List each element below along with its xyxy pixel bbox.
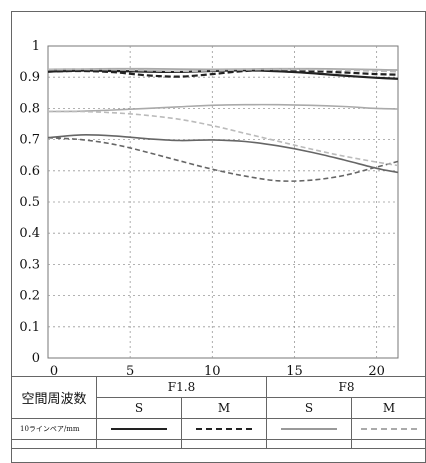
y-tick-label: 1 (32, 39, 40, 54)
y-tick-label: 0.7 (19, 133, 40, 148)
freq-m-f8: M (351, 397, 426, 419)
freq-m-f18: M (180, 397, 268, 419)
lens-f8-header: F8 (266, 376, 426, 398)
lens-f18-header: F1.8 (95, 376, 268, 398)
y-tick-label: 0.5 (19, 195, 40, 210)
series-line-F18-m-3 (47, 136, 399, 182)
x-tick-label: 10 (204, 364, 221, 379)
y-tick-label: 0.4 (19, 226, 40, 241)
plot-area: 00.10.20.30.40.50.60.70.80.910 5 10 15 20 (19, 39, 399, 379)
series-line-F18-s-2 (47, 134, 399, 174)
y-tick-label: 0 (32, 351, 40, 366)
series-line-F8-m-5 (47, 68, 399, 73)
freq-s-f8: S (266, 397, 353, 419)
y-tick-label: 0.3 (19, 257, 40, 272)
row-label: 10ラインペア/mm (11, 418, 97, 440)
legend-table: 空間周波数 F1.8 F8 S M S M 10ラインペア/mm (11, 376, 426, 449)
series-line-F18-m-1 (47, 69, 399, 78)
y-tick-label: 0.9 (19, 70, 40, 85)
row-header: 空間周波数 (11, 376, 97, 419)
x-tick-label: 20 (368, 364, 385, 379)
series-line-F8-s-6 (47, 103, 399, 113)
y-tick-label: 0.6 (19, 164, 40, 179)
x-tick-label: 0 (50, 364, 58, 379)
swatch-f18-m (180, 418, 268, 440)
y-tick-label: 0.1 (19, 320, 40, 335)
swatch-f8-s (266, 418, 353, 440)
y-tick-label: 0.8 (19, 101, 40, 116)
y-tick-label: 0.2 (19, 289, 40, 304)
x-tick-label: 5 (126, 364, 134, 379)
swatch-f18-s (96, 418, 182, 440)
swatch-f8-m (351, 418, 426, 440)
freq-s-f18: S (96, 397, 182, 419)
x-tick-label: 15 (286, 364, 303, 379)
